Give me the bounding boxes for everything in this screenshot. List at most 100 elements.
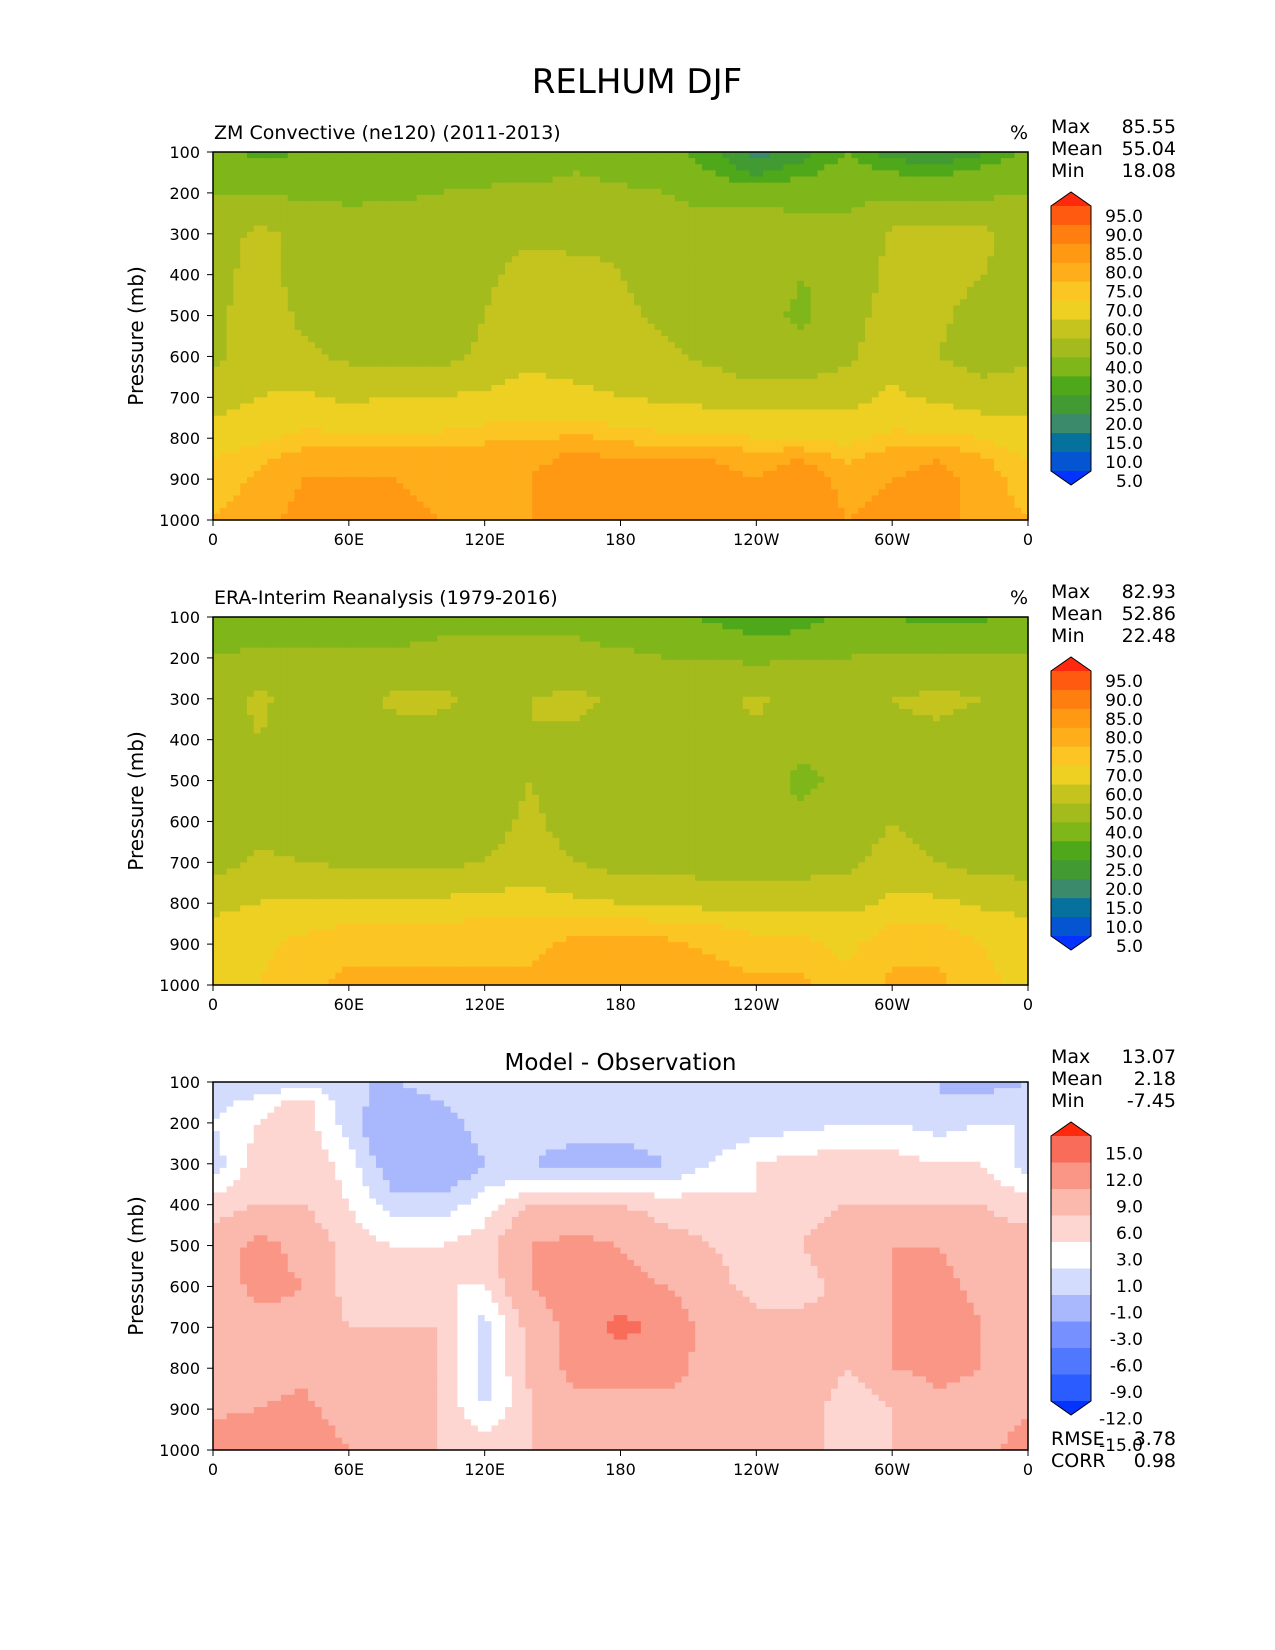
heatmap-cell (362, 305, 370, 313)
heatmap-cell (905, 391, 914, 398)
heatmap-cell (790, 170, 798, 178)
heatmap-cell (511, 188, 520, 196)
heatmap-cell (579, 342, 588, 349)
heatmap-cell (980, 152, 988, 159)
heatmap-cell (437, 348, 445, 355)
heatmap-cell (844, 329, 853, 337)
heatmap-cell (722, 280, 730, 288)
heatmap-cell (769, 207, 778, 214)
heatmap-cell (1014, 360, 1022, 368)
heatmap-cell (572, 231, 581, 239)
heatmap-cell (654, 329, 662, 337)
heatmap-cell (566, 231, 574, 239)
heatmap-cell (858, 397, 866, 405)
heatmap-cell (722, 403, 730, 411)
heatmap-cell (898, 201, 907, 208)
heatmap-cell (729, 219, 737, 227)
heatmap-cell (708, 158, 717, 165)
heatmap-cell (348, 250, 357, 257)
heatmap-cell (783, 231, 791, 239)
heatmap-cell (926, 354, 934, 362)
heatmap-cell (817, 293, 825, 300)
heatmap-cell (742, 244, 751, 251)
heatmap-cell (1007, 280, 1016, 288)
heatmap-cell (314, 305, 323, 313)
heatmap-cell (960, 164, 968, 171)
heatmap-cell (668, 274, 676, 282)
heatmap-cell (396, 317, 404, 325)
heatmap-cell (926, 342, 934, 349)
heatmap-cell (539, 360, 547, 368)
heatmap-cell (688, 213, 696, 221)
heatmap-cell (858, 391, 866, 398)
heatmap-cell (335, 348, 343, 355)
heatmap-cell (600, 342, 608, 349)
heatmap-cell (613, 152, 622, 159)
heatmap-cell (824, 280, 832, 288)
heatmap-cell (966, 366, 975, 374)
heatmap-cell (647, 225, 656, 233)
heatmap-cell (735, 262, 744, 270)
heatmap-cell (396, 274, 404, 282)
heatmap-cell (294, 317, 302, 325)
heatmap-cell (409, 342, 418, 349)
heatmap-cell (552, 329, 560, 337)
heatmap-cell (233, 207, 241, 214)
heatmap-cell (803, 194, 812, 202)
heatmap-cell (477, 219, 486, 227)
heatmap-cell (973, 152, 982, 159)
heatmap-cell (498, 354, 506, 362)
heatmap-cell (389, 329, 397, 337)
heatmap-cell (634, 170, 642, 178)
heatmap-cell (966, 256, 975, 263)
heatmap-cell (742, 213, 751, 221)
heatmap-cell (708, 194, 717, 202)
heatmap-cell (552, 158, 560, 165)
heatmap-cell (443, 372, 452, 380)
heatmap-cell (274, 280, 282, 288)
heatmap-cell (423, 323, 431, 331)
heatmap-cell (851, 182, 859, 190)
heatmap-cell (511, 194, 520, 202)
heatmap-cell (803, 158, 812, 165)
heatmap-cell (233, 348, 241, 355)
heatmap-cell (559, 268, 567, 276)
heatmap-cell (708, 152, 717, 159)
heatmap-cell (797, 182, 805, 190)
heatmap-cell (389, 403, 397, 411)
heatmap-cell (233, 378, 241, 386)
heatmap-cell (213, 268, 221, 276)
heatmap-cell (572, 170, 581, 178)
heatmap-cell (702, 164, 710, 171)
heatmap-cell (471, 391, 479, 398)
heatmap-cell (749, 262, 757, 270)
heatmap-cell (287, 391, 296, 398)
heatmap-cell (457, 237, 465, 245)
heatmap-cell (640, 213, 649, 221)
heatmap-cell (213, 274, 221, 282)
heatmap-cell (321, 164, 330, 171)
heatmap-cell (640, 225, 649, 233)
heatmap-cell (532, 323, 540, 331)
heatmap-cell (335, 207, 343, 214)
heatmap-cell (294, 360, 302, 368)
heatmap-cell (403, 329, 411, 337)
heatmap-cell (505, 354, 513, 362)
heatmap-cell (450, 256, 459, 263)
heatmap-cell (260, 188, 268, 196)
heatmap-cell (545, 329, 554, 337)
heatmap-cell (708, 164, 717, 171)
heatmap-cell (620, 268, 628, 276)
heatmap-cell (885, 182, 893, 190)
heatmap-cell (396, 262, 404, 270)
heatmap-cell (219, 391, 228, 398)
heatmap-cell (382, 336, 391, 343)
heatmap-cell (708, 385, 717, 392)
heatmap-cell (213, 311, 221, 319)
heatmap-cell (837, 366, 846, 374)
heatmap-cell (389, 391, 397, 398)
heatmap-cell (600, 391, 608, 398)
heatmap-cell (960, 317, 968, 325)
heatmap-cell (382, 176, 391, 184)
heatmap-cell (559, 213, 567, 221)
